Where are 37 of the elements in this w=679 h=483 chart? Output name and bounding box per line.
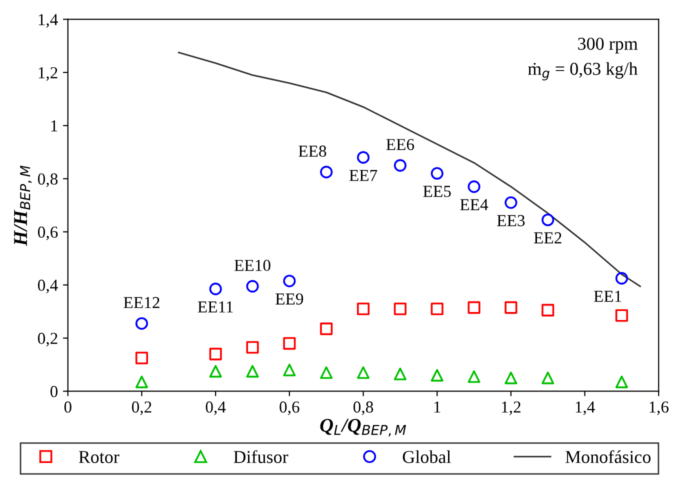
y-tick-label: 1 — [51, 120, 58, 132]
y-tick-label: 0 — [50, 386, 58, 398]
x-tick-label: 0,6 — [280, 401, 300, 416]
x-tick-label: 1,6 — [650, 401, 669, 416]
y-tick-label: 0,6 — [38, 226, 58, 240]
annotation: EE2 — [534, 232, 562, 244]
x-tick-label: 1,4 — [576, 402, 595, 416]
annotation: ṁ$_{g}$ = 0,63 kg/h — [528, 62, 638, 80]
y-tick-label: 0,4 — [38, 280, 58, 294]
y-axis-title: H/H$_{BEP,M}$ — [14, 166, 32, 246]
y-tick-label: 1,4 — [38, 14, 58, 28]
y-tick-label: 0,8 — [38, 173, 58, 188]
annotation: EE9 — [276, 293, 304, 305]
annotation: EE6 — [386, 138, 414, 150]
x-tick-label: 0 — [64, 401, 72, 413]
x-tick-label: 1,2 — [502, 401, 520, 416]
annotation: EE11 — [198, 301, 233, 312]
annotation: EE8 — [298, 146, 326, 157]
annotation: EE3 — [497, 215, 525, 226]
x-tick-label: 0,2 — [132, 401, 152, 416]
annotation: EE12 — [124, 297, 160, 308]
x-tick-label: 0,4 — [206, 401, 226, 416]
x-tick-label: 0,8 — [353, 401, 374, 416]
legend-label: Monofásico — [566, 450, 651, 464]
annotation: EE10 — [234, 260, 270, 272]
x-tick-label: 1 — [434, 402, 440, 413]
y-tick-label: 1,2 — [38, 67, 58, 81]
annotation: EE7 — [349, 170, 378, 181]
annotation: EE4 — [460, 199, 488, 210]
legend-label: Difusor — [234, 450, 288, 464]
legend-label: Global — [402, 450, 451, 464]
legend-label: Rotor — [78, 451, 120, 464]
annotation: EE5 — [423, 186, 451, 198]
annotation: 300 rpm — [578, 38, 638, 54]
x-axis-title: Q$_{L}$/Q$_{BEP,M}$ — [320, 418, 406, 436]
y-tick-label: 0,2 — [38, 332, 58, 346]
annotation: EE1 — [594, 290, 622, 302]
